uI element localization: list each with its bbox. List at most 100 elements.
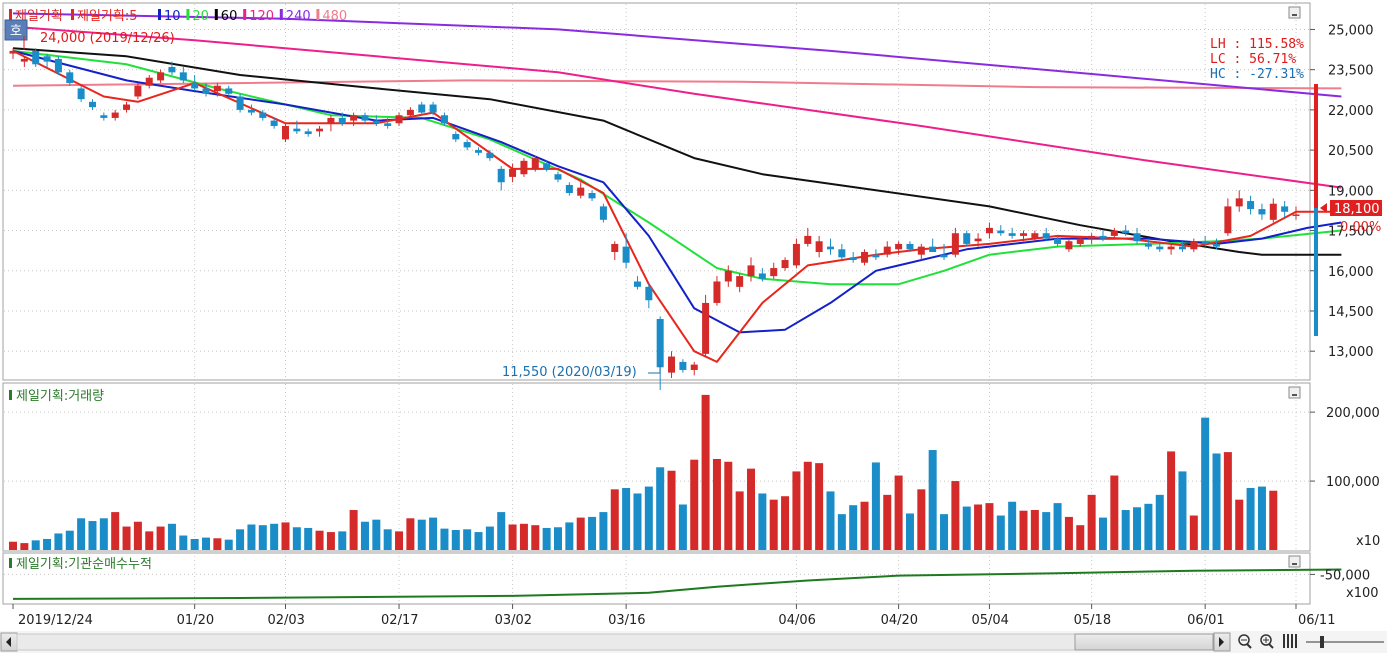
candle-body xyxy=(1224,206,1232,234)
low-marker xyxy=(648,365,661,374)
range-bar-up xyxy=(1314,84,1318,208)
price-tick-label: 20,500 xyxy=(1328,144,1374,159)
candle-body xyxy=(1281,206,1289,212)
range-bar-down xyxy=(1314,208,1318,336)
price-panel-minimize-icon[interactable] xyxy=(1288,6,1301,19)
zoom-in-icon[interactable] xyxy=(1260,634,1274,649)
x-axis-labels: 2019/12/24 01/20 02/03 02/17 03/02 03/16 04/06… xyxy=(12,604,1335,628)
volume-bar xyxy=(99,518,108,550)
volume-tick-label: 100,000 xyxy=(1326,475,1380,490)
zoom-slider[interactable] xyxy=(1306,636,1384,648)
ho-button[interactable] xyxy=(4,19,28,41)
volume-bar xyxy=(974,504,983,550)
candle-body xyxy=(906,243,914,250)
candle-body xyxy=(372,120,380,124)
volume-bar xyxy=(122,526,131,550)
candle-body xyxy=(520,160,528,175)
candle-body xyxy=(826,246,834,250)
x-tick-label: 02/17 xyxy=(381,613,418,628)
candle-body xyxy=(804,235,812,244)
candle-body xyxy=(1269,203,1277,220)
candle-body xyxy=(724,270,732,282)
price-tick-label: 13,000 xyxy=(1328,345,1374,360)
candle-body xyxy=(497,168,505,183)
candle-body xyxy=(622,246,630,263)
candle-body xyxy=(1258,209,1266,215)
volume-bar xyxy=(1178,471,1187,550)
ma5-line xyxy=(12,50,1342,363)
volume-bar xyxy=(145,531,154,550)
candle-body xyxy=(1110,230,1118,236)
candle-body xyxy=(9,50,17,54)
volume-bar xyxy=(701,394,710,550)
inst-panel-minimize-icon[interactable] xyxy=(1288,555,1301,568)
volume-bar xyxy=(894,475,903,550)
volume-bar xyxy=(1269,490,1278,550)
volume-panel-minimize-icon[interactable] xyxy=(1288,386,1301,399)
bar-count-icon[interactable] xyxy=(1283,634,1297,648)
inst-unit-label: x100 xyxy=(1346,586,1379,601)
candle-body xyxy=(509,168,517,177)
volume-bar xyxy=(474,532,483,550)
candle-body xyxy=(929,246,937,252)
candle-body xyxy=(668,356,676,373)
volume-bar xyxy=(258,525,267,550)
volume-bar xyxy=(360,521,369,550)
volume-bar xyxy=(338,531,347,550)
volume-bar xyxy=(1008,501,1017,550)
volume-legend: 제일기획:거래량 xyxy=(16,389,104,404)
candle-body xyxy=(895,243,903,250)
candle-body xyxy=(747,265,755,277)
volume-bar xyxy=(747,468,756,550)
volume-bar xyxy=(224,539,233,550)
volume-bar xyxy=(1155,494,1164,550)
x-tick-label: 04/06 xyxy=(778,613,815,628)
x-tick-label: 02/03 xyxy=(267,613,304,628)
volume-bar xyxy=(77,518,86,550)
x-tick-label: 2019/12/24 xyxy=(18,613,93,628)
inst-legend: 제일기획:기관순매수누적 xyxy=(16,557,152,572)
candle-body xyxy=(1133,233,1141,242)
inst-legend-marker xyxy=(9,558,12,568)
volume-bar xyxy=(292,527,301,550)
volume-bar xyxy=(1030,510,1039,550)
lh-label: LH : 115.58% xyxy=(1210,37,1304,52)
volume-bar xyxy=(236,529,245,550)
legend-marker xyxy=(243,9,247,20)
inst-line xyxy=(12,568,1342,600)
volume-bar xyxy=(1098,517,1107,550)
volume-bar xyxy=(622,487,631,550)
volume-bar xyxy=(803,461,812,550)
candle-body xyxy=(758,273,766,279)
candle-body xyxy=(951,233,959,255)
volume-bar xyxy=(667,470,676,550)
candlesticks xyxy=(9,48,1300,391)
current-price-label: 18,100 xyxy=(1334,202,1380,217)
candle-body xyxy=(1076,238,1084,244)
volume-bar xyxy=(690,459,699,550)
ma10-line xyxy=(12,49,1342,334)
legend-item: 20 xyxy=(192,9,209,24)
candle-body xyxy=(1167,246,1175,250)
volume-bar xyxy=(815,463,824,550)
candle-body xyxy=(350,115,358,121)
candle-body xyxy=(656,319,664,368)
candle-body xyxy=(1122,230,1130,234)
candle-body xyxy=(247,109,255,113)
scroll-track[interactable] xyxy=(16,633,1214,651)
scroll-thumb[interactable] xyxy=(1074,633,1214,651)
legend-main[interactable]: 제일기획 제일기획:5 10 20 60 120 240 480 xyxy=(9,9,347,24)
candle-body xyxy=(861,251,869,263)
volume-bar xyxy=(792,471,801,550)
zoom-out-icon[interactable] xyxy=(1238,634,1252,649)
candle-body xyxy=(338,117,346,124)
candle-body xyxy=(486,152,494,159)
price-tick-label: 14,500 xyxy=(1328,305,1374,320)
volume-bar xyxy=(1223,452,1232,550)
candle-body xyxy=(475,150,483,153)
candle-body xyxy=(1099,235,1107,239)
candle-body xyxy=(565,184,573,193)
candle-body xyxy=(179,72,187,81)
volume-bar xyxy=(179,535,188,550)
